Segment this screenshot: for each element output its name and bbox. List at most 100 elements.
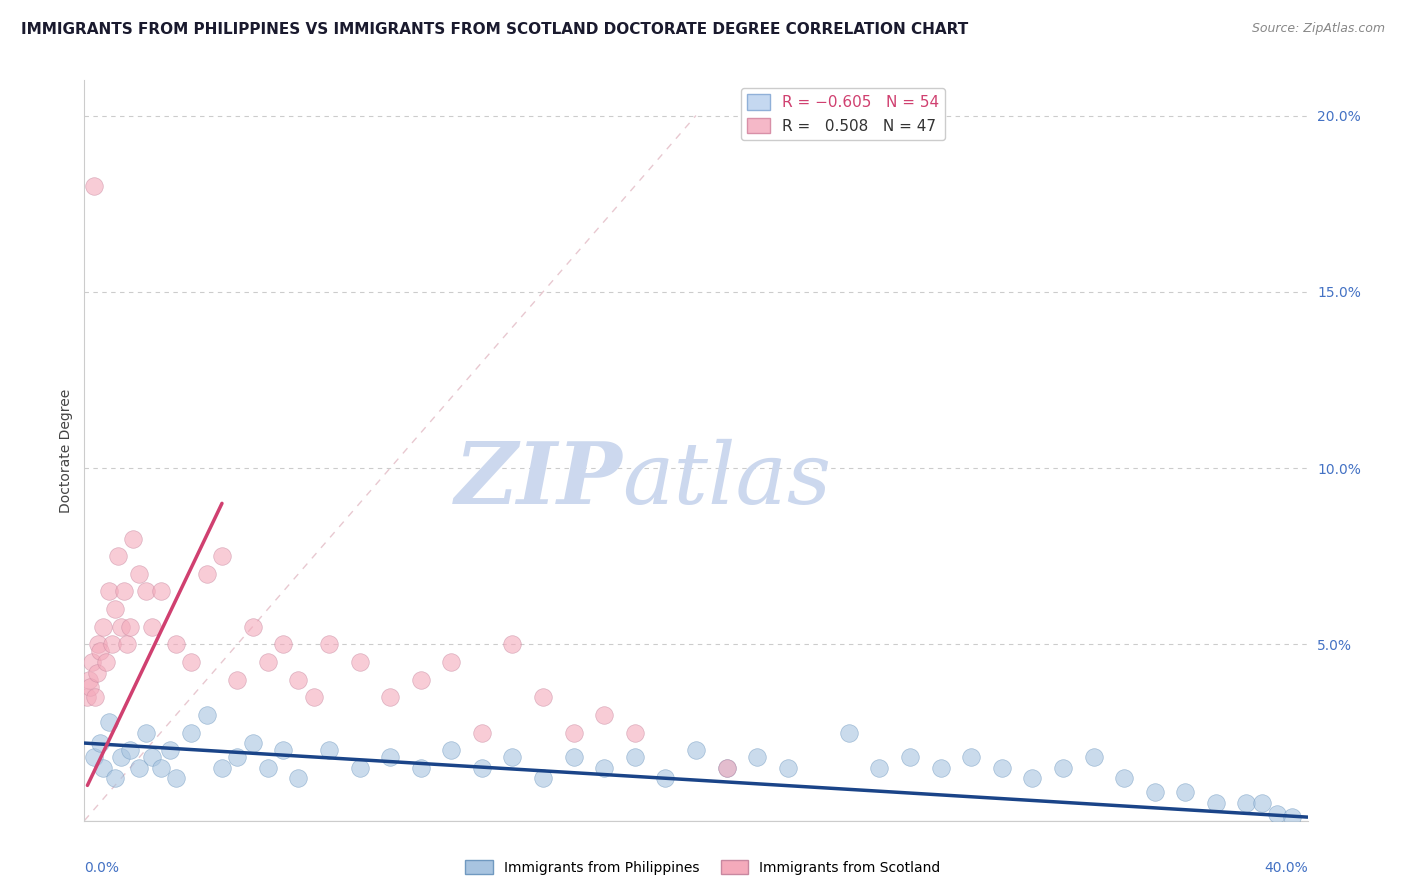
Text: atlas: atlas <box>623 439 832 522</box>
Point <box>120 620 142 634</box>
Point <box>869 761 891 775</box>
Point <box>1143 785 1166 799</box>
Point <box>409 673 432 687</box>
Point <box>104 602 127 616</box>
Point <box>1236 796 1258 810</box>
Point <box>440 655 463 669</box>
Point <box>685 743 707 757</box>
Point <box>349 655 371 669</box>
Point <box>502 637 524 651</box>
Point <box>257 655 280 669</box>
Point <box>531 690 554 705</box>
Point <box>104 772 127 786</box>
Point <box>440 743 463 757</box>
Point <box>1265 806 1288 821</box>
Point <box>1052 761 1074 775</box>
Point <box>257 761 280 775</box>
Point <box>80 655 103 669</box>
Point <box>302 690 325 705</box>
Point <box>135 725 157 739</box>
Point <box>1205 796 1227 810</box>
Point <box>1021 772 1043 786</box>
Point <box>83 750 105 764</box>
Point <box>409 761 432 775</box>
Point <box>562 725 585 739</box>
Point <box>76 690 98 705</box>
Point <box>562 750 585 764</box>
Point <box>87 637 110 651</box>
Point <box>1083 750 1105 764</box>
Text: ZIP: ZIP <box>454 438 623 522</box>
Point <box>380 750 402 764</box>
Point <box>624 725 647 739</box>
Point <box>120 743 142 757</box>
Text: 40.0%: 40.0% <box>1264 862 1308 875</box>
Point <box>1281 810 1303 824</box>
Point <box>776 761 799 775</box>
Legend: Immigrants from Philippines, Immigrants from Scotland: Immigrants from Philippines, Immigrants … <box>460 855 946 880</box>
Point <box>287 772 309 786</box>
Point <box>318 743 340 757</box>
Point <box>624 750 647 764</box>
Point <box>211 549 233 564</box>
Legend: R = −0.605   N = 54, R =   0.508   N = 47: R = −0.605 N = 54, R = 0.508 N = 47 <box>741 88 945 140</box>
Point <box>165 772 187 786</box>
Point <box>83 179 105 194</box>
Point <box>86 665 108 680</box>
Point <box>349 761 371 775</box>
Point <box>380 690 402 705</box>
Point <box>991 761 1014 775</box>
Point <box>107 549 129 564</box>
Point <box>91 620 114 634</box>
Point <box>135 584 157 599</box>
Point <box>101 637 124 651</box>
Point <box>149 761 172 775</box>
Point <box>271 743 294 757</box>
Point <box>110 750 132 764</box>
Point <box>115 637 138 651</box>
Point <box>97 714 120 729</box>
Point <box>141 750 163 764</box>
Point <box>89 736 111 750</box>
Point <box>654 772 676 786</box>
Point <box>960 750 983 764</box>
Text: Source: ZipAtlas.com: Source: ZipAtlas.com <box>1251 22 1385 36</box>
Point <box>122 532 145 546</box>
Text: IMMIGRANTS FROM PHILIPPINES VS IMMIGRANTS FROM SCOTLAND DOCTORATE DEGREE CORRELA: IMMIGRANTS FROM PHILIPPINES VS IMMIGRANT… <box>21 22 969 37</box>
Point <box>84 690 107 705</box>
Point <box>128 566 150 581</box>
Point <box>1174 785 1197 799</box>
Point <box>195 566 218 581</box>
Point <box>226 673 249 687</box>
Point <box>180 725 202 739</box>
Point <box>79 680 101 694</box>
Point <box>929 761 952 775</box>
Point <box>1114 772 1136 786</box>
Point <box>195 707 218 722</box>
Point <box>97 584 120 599</box>
Point <box>226 750 249 764</box>
Point <box>128 761 150 775</box>
Point <box>287 673 309 687</box>
Point <box>91 761 114 775</box>
Point <box>716 761 738 775</box>
Point <box>898 750 921 764</box>
Point <box>211 761 233 775</box>
Point <box>318 637 340 651</box>
Point <box>110 620 132 634</box>
Point <box>242 620 264 634</box>
Point <box>77 673 100 687</box>
Point <box>89 644 111 658</box>
Point <box>471 761 494 775</box>
Point <box>593 707 616 722</box>
Point <box>593 761 616 775</box>
Point <box>838 725 860 739</box>
Point <box>747 750 769 764</box>
Point <box>165 637 187 651</box>
Y-axis label: Doctorate Degree: Doctorate Degree <box>59 388 73 513</box>
Point <box>149 584 172 599</box>
Point <box>94 655 117 669</box>
Point <box>141 620 163 634</box>
Point <box>531 772 554 786</box>
Point <box>271 637 294 651</box>
